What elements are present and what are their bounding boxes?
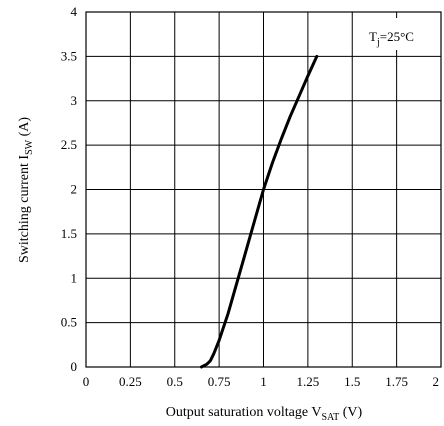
y-tick-label: 2 (71, 182, 78, 197)
y-tick-label: 1 (71, 270, 78, 285)
x-tick-label: 0.25 (119, 374, 142, 389)
x-tick-label: 1.5 (344, 374, 360, 389)
y-tick-label: 3.5 (61, 48, 77, 63)
x-tick-label: 1.25 (297, 374, 320, 389)
y-tick-label: 0.5 (61, 315, 77, 330)
y-tick-labels: 0 0.5 1 1.5 2 2.5 3 3.5 4 (61, 4, 78, 374)
x-tick-label: 2 (433, 374, 440, 389)
plot-frame (85, 11, 442, 368)
y-tick-label: 3 (71, 93, 78, 108)
legend-box: Tj=25°C (358, 18, 438, 50)
series-group (199, 54, 319, 369)
temperature-annotation: Tj=25°C (369, 29, 414, 48)
x-tick-labels: 0 0.25 0.5 0.75 1 1.25 1.5 1.75 2 (83, 374, 439, 389)
y-tick-label: 2.5 (61, 137, 77, 152)
x-tick-label: 0.75 (208, 374, 231, 389)
x-axis-label: Output saturation voltage VSAT (V) (166, 405, 363, 423)
x-tick-label: 0 (83, 374, 90, 389)
series-line (199, 54, 319, 369)
y-axis-label: Switching current ISW (A) (17, 117, 35, 263)
x-tick-label: 0.5 (167, 374, 183, 389)
legend-background (358, 18, 438, 50)
y-tick-label: 4 (71, 4, 78, 19)
x-tick-label: 1 (260, 374, 267, 389)
x-tick-label: 1.75 (385, 374, 408, 389)
y-tick-label: 1.5 (61, 226, 77, 241)
y-tick-label: 0 (71, 359, 78, 374)
